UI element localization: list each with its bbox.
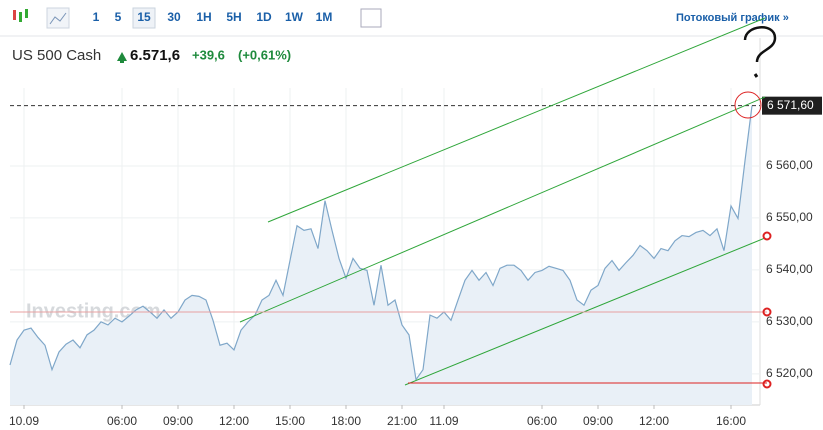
interval-button[interactable]: 1D <box>256 10 272 24</box>
question-dot <box>753 73 759 78</box>
x-tick-label: 11.09 <box>429 414 458 428</box>
question-mark <box>743 26 777 63</box>
interval-button[interactable]: 1 <box>93 10 100 24</box>
x-tick-label: 12:00 <box>219 414 249 428</box>
x-tick-label: 16:00 <box>716 414 746 428</box>
interval-button[interactable]: 1W <box>285 10 304 24</box>
highlight-circle <box>734 91 762 119</box>
y-tick-label: 6 550,00 <box>766 210 813 224</box>
plot: 6 520,00 6 530,00 6 540,00 6 550,00 6 560,00… <box>9 38 822 428</box>
x-tick-label: 15:00 <box>275 414 305 428</box>
x-tick-label: 06:00 <box>107 414 137 428</box>
area-fill <box>10 105 752 405</box>
last-price-box <box>762 96 822 115</box>
y-tick-label: 6 540,00 <box>766 262 813 276</box>
interval-button[interactable]: 1M <box>316 10 333 24</box>
area-icon[interactable] <box>46 7 70 29</box>
channel-top <box>267 17 766 223</box>
level-handle <box>762 231 772 241</box>
last-price-label: 6 571,60 <box>767 98 814 112</box>
x-tick-label: 09:00 <box>163 414 193 428</box>
x-tick-label: 06:00 <box>527 414 557 428</box>
interval-button[interactable]: 30 <box>167 10 181 24</box>
stream-link[interactable]: Потоковый график » <box>676 12 789 24</box>
x-tick-label: 10.09 <box>9 414 39 428</box>
y-tick-label: 6 560,00 <box>766 158 813 172</box>
interval-button[interactable]: 5H <box>226 10 241 24</box>
y-tick-label: 6 530,00 <box>766 314 813 328</box>
annotations <box>10 17 777 389</box>
x-tick-label: 12:00 <box>639 414 669 428</box>
interval-active <box>132 7 156 29</box>
interval-button[interactable]: 15 <box>137 10 151 24</box>
interval-button[interactable]: 1H <box>196 10 211 24</box>
change: +39,6 <box>192 47 225 62</box>
channel-middle <box>239 96 766 323</box>
level-handle <box>762 307 772 317</box>
x-tick-label: 09:00 <box>583 414 613 428</box>
interval-button[interactable]: 5 <box>115 10 122 24</box>
indicator-icon[interactable] <box>360 8 382 28</box>
watermark: Investing.com <box>26 300 160 322</box>
change-pct: (+0,61%) <box>238 47 291 62</box>
up-arrow <box>117 52 127 63</box>
area-icon-line <box>49 12 67 25</box>
y-tick-label: 6 520,00 <box>766 366 813 380</box>
x-tick-label: 18:00 <box>331 414 361 428</box>
x-tick-label: 21:00 <box>387 414 417 428</box>
level-handle <box>762 379 772 389</box>
instrument: US 500 Cash <box>12 47 101 64</box>
price: 6.571,6 <box>130 47 180 64</box>
candle-icon <box>13 9 28 22</box>
